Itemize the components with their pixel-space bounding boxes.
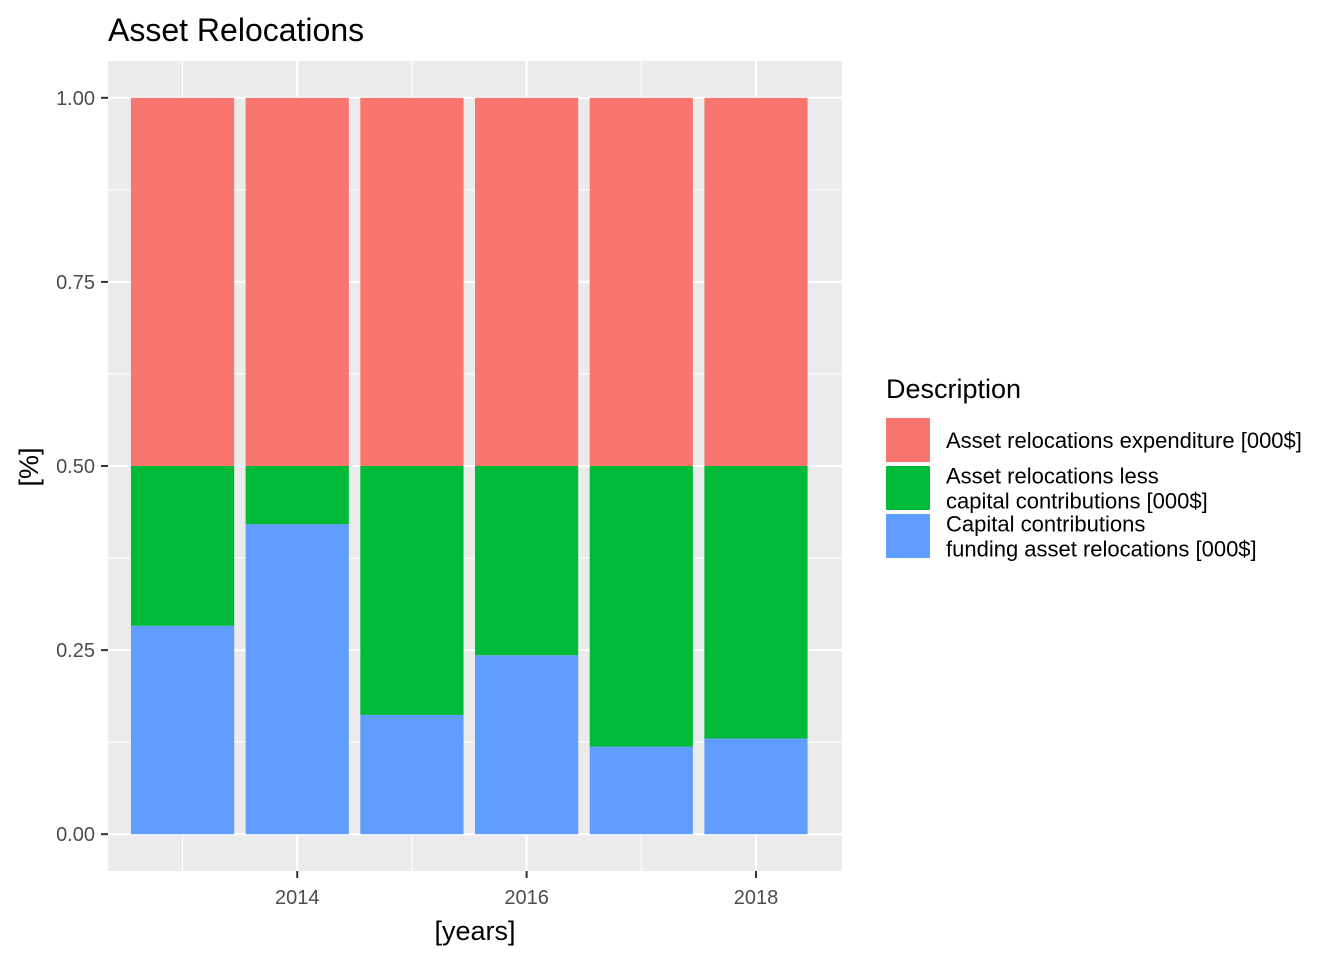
bar-segment (360, 466, 464, 715)
bar-segment (360, 97, 464, 467)
y-tick-label: 1.00 (56, 88, 95, 110)
legend-label: Asset relocations expenditure [000$] (946, 428, 1302, 453)
y-tick-label: 0.75 (56, 272, 95, 294)
bar-segment (245, 466, 349, 525)
bar-segment (704, 738, 808, 835)
legend-key (886, 418, 930, 462)
chart-title: Asset Relocations (108, 12, 364, 48)
bar-segment (245, 524, 349, 835)
x-tick-label: 2014 (275, 887, 320, 909)
x-tick-label: 2018 (734, 887, 779, 909)
legend-key (886, 514, 930, 558)
y-axis-title: [%] (14, 447, 44, 486)
bar-segment (589, 466, 693, 747)
bar-segment (475, 466, 579, 656)
legend-label: Asset relocations less (946, 464, 1159, 489)
legend-label: capital contributions [000$] (946, 489, 1208, 514)
y-tick-label: 0.25 (56, 640, 95, 662)
bar-segment (360, 714, 464, 835)
y-axis: 0.00 0.25 0.50 0.75 1.00 (56, 88, 108, 846)
bar-segment (475, 97, 579, 467)
legend-title: Description (886, 374, 1021, 404)
bar-segment (475, 655, 579, 835)
bar-segment (704, 466, 808, 739)
bar-segment (704, 97, 808, 467)
legend-key (886, 466, 930, 510)
x-axis: 2014 2016 2018 (275, 871, 778, 909)
legend: Description Asset relocations expenditur… (886, 374, 1302, 562)
x-axis-title: [years] (434, 916, 515, 946)
legend-label: funding asset relocations [000$] (946, 537, 1257, 562)
bar-segment (589, 746, 693, 835)
x-tick-label: 2016 (504, 887, 549, 909)
y-tick-label: 0.00 (56, 824, 95, 846)
legend-label: Capital contributions (946, 512, 1145, 537)
bar-segment (130, 97, 235, 467)
bar-segment (130, 625, 235, 835)
bars (130, 97, 808, 835)
bar-segment (245, 97, 349, 467)
y-tick-label: 0.50 (56, 456, 95, 478)
bar-segment (130, 466, 235, 626)
bar-segment (589, 97, 693, 467)
